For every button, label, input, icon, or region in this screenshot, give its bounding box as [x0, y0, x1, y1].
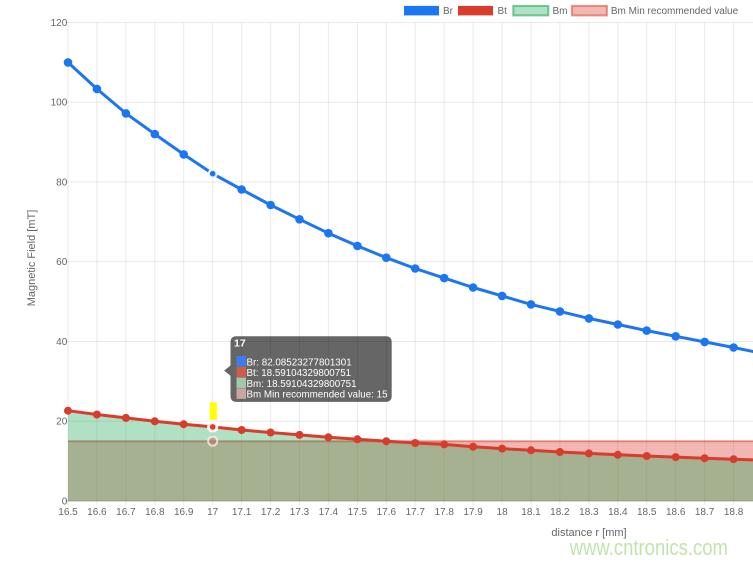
- svg-text:Bm: Bm: [553, 6, 568, 17]
- svg-text:Br: 82.08523277801301: Br: 82.08523277801301: [247, 357, 352, 368]
- svg-text:17.3: 17.3: [290, 507, 310, 518]
- svg-text:18.1: 18.1: [521, 507, 541, 518]
- svg-text:Bm: 18.59104329800751: Bm: 18.59104329800751: [247, 379, 357, 390]
- svg-text:18.7: 18.7: [695, 507, 715, 518]
- svg-text:17.8: 17.8: [434, 507, 454, 518]
- svg-text:17.2: 17.2: [261, 507, 281, 518]
- svg-text:17.7: 17.7: [405, 507, 425, 518]
- svg-text:120: 120: [51, 18, 68, 29]
- svg-text:0: 0: [62, 496, 68, 507]
- svg-text:80: 80: [56, 177, 68, 188]
- svg-text:18.2: 18.2: [550, 507, 570, 518]
- svg-text:www.cntronics.com: www.cntronics.com: [569, 535, 728, 560]
- svg-text:16.7: 16.7: [116, 507, 136, 518]
- svg-text:Bt: Bt: [498, 6, 508, 17]
- svg-text:40: 40: [56, 337, 68, 348]
- svg-text:Bm Min recommended value: Bm Min recommended value: [611, 6, 739, 17]
- svg-text:17: 17: [234, 338, 246, 350]
- svg-text:17.6: 17.6: [377, 507, 397, 518]
- svg-text:17.9: 17.9: [463, 507, 483, 518]
- svg-text:18: 18: [497, 507, 509, 518]
- svg-text:20: 20: [56, 417, 68, 428]
- svg-text:16.8: 16.8: [145, 507, 165, 518]
- svg-text:17.5: 17.5: [348, 507, 368, 518]
- svg-text:16.6: 16.6: [87, 507, 107, 518]
- svg-text:18.3: 18.3: [579, 507, 599, 518]
- svg-text:18.4: 18.4: [608, 507, 628, 518]
- svg-text:Bt: 18.59104329800751: Bt: 18.59104329800751: [247, 368, 352, 379]
- svg-text:60: 60: [56, 257, 68, 268]
- svg-text:17.4: 17.4: [319, 507, 339, 518]
- svg-text:Magnetic Field [mT]: Magnetic Field [mT]: [26, 210, 38, 307]
- svg-text:16.9: 16.9: [174, 507, 194, 518]
- svg-text:Bm Min recommended value: 15: Bm Min recommended value: 15: [247, 390, 389, 401]
- svg-text:18.6: 18.6: [666, 507, 686, 518]
- svg-text:distance r [mm]: distance r [mm]: [551, 527, 626, 539]
- svg-text:17.1: 17.1: [232, 507, 252, 518]
- svg-text:Br: Br: [443, 6, 454, 17]
- svg-text:18.8: 18.8: [724, 507, 744, 518]
- svg-text:16.5: 16.5: [58, 507, 78, 518]
- svg-text:17: 17: [207, 507, 219, 518]
- svg-text:100: 100: [51, 98, 68, 109]
- svg-text:18.5: 18.5: [637, 507, 657, 518]
